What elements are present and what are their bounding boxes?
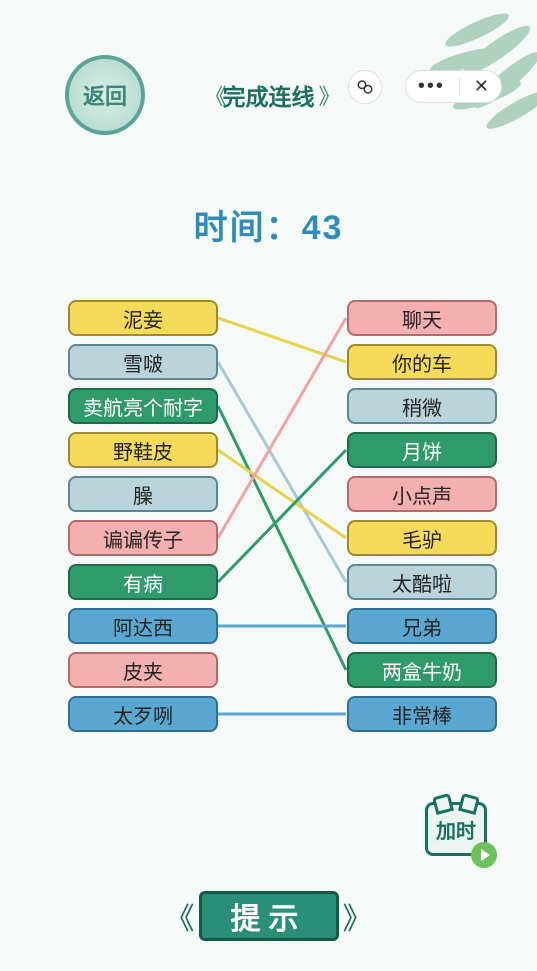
addtime-label: 加时 bbox=[436, 815, 476, 844]
right-item-3[interactable]: 月饼 bbox=[347, 432, 497, 468]
timer-label: 时间： bbox=[194, 209, 302, 247]
left-item-8[interactable]: 皮夹 bbox=[68, 652, 218, 688]
hint-label: 提示 bbox=[231, 894, 307, 938]
hint-button[interactable]: 《 提示 》 bbox=[165, 891, 373, 941]
right-item-1[interactable]: 你的车 bbox=[347, 344, 497, 380]
chevron-left-icon bbox=[204, 79, 218, 111]
right-item-7[interactable]: 兄弟 bbox=[347, 608, 497, 644]
timer-display: 时间：43 bbox=[0, 200, 537, 249]
right-item-2[interactable]: 稍微 bbox=[347, 388, 497, 424]
back-button[interactable]: 返回 bbox=[65, 55, 145, 135]
left-item-2[interactable]: 卖航亮个耐字 bbox=[68, 388, 218, 424]
right-item-0[interactable]: 聊天 bbox=[347, 300, 497, 336]
right-item-9[interactable]: 非常棒 bbox=[347, 696, 497, 732]
right-column: 聊天你的车稍微月饼小点声毛驴太酷啦兄弟两盒牛奶非常棒 bbox=[347, 300, 497, 732]
left-item-9[interactable]: 太歹咧 bbox=[68, 696, 218, 732]
left-item-0[interactable]: 泥妾 bbox=[68, 300, 218, 336]
divider bbox=[459, 78, 460, 96]
hint-box: 提示 bbox=[199, 891, 339, 941]
close-icon[interactable]: ✕ bbox=[474, 76, 489, 97]
left-item-7[interactable]: 阿达西 bbox=[68, 608, 218, 644]
left-column: 泥妾雪啵卖航亮个耐字野鞋皮臊谝谝传子有病阿达西皮夹太歹咧 bbox=[68, 300, 218, 732]
left-item-1[interactable]: 雪啵 bbox=[68, 344, 218, 380]
page-title: 完成连线 bbox=[204, 78, 332, 112]
menu-icon[interactable]: ••• bbox=[418, 75, 445, 98]
chevron-left-icon: 《 bbox=[165, 894, 195, 938]
right-item-8[interactable]: 两盒牛奶 bbox=[347, 652, 497, 688]
matching-game-area: 泥妾雪啵卖航亮个耐字野鞋皮臊谝谝传子有病阿达西皮夹太歹咧 聊天你的车稍微月饼小点… bbox=[68, 300, 497, 770]
right-item-4[interactable]: 小点声 bbox=[347, 476, 497, 512]
timer-value: 43 bbox=[302, 209, 344, 247]
left-item-3[interactable]: 野鞋皮 bbox=[68, 432, 218, 468]
left-item-6[interactable]: 有病 bbox=[68, 564, 218, 600]
left-item-4[interactable]: 臊 bbox=[68, 476, 218, 512]
chevron-right-icon bbox=[319, 79, 333, 111]
right-item-6[interactable]: 太酷啦 bbox=[347, 564, 497, 600]
left-item-5[interactable]: 谝谝传子 bbox=[68, 520, 218, 556]
right-item-5[interactable]: 毛驴 bbox=[347, 520, 497, 556]
play-ad-icon[interactable] bbox=[471, 842, 497, 868]
back-label: 返回 bbox=[83, 79, 127, 111]
chevron-right-icon: 》 bbox=[343, 894, 373, 938]
title-text: 完成连线 bbox=[219, 78, 319, 112]
miniprogram-icon[interactable] bbox=[348, 70, 382, 104]
system-controls: ••• ✕ bbox=[405, 70, 502, 103]
